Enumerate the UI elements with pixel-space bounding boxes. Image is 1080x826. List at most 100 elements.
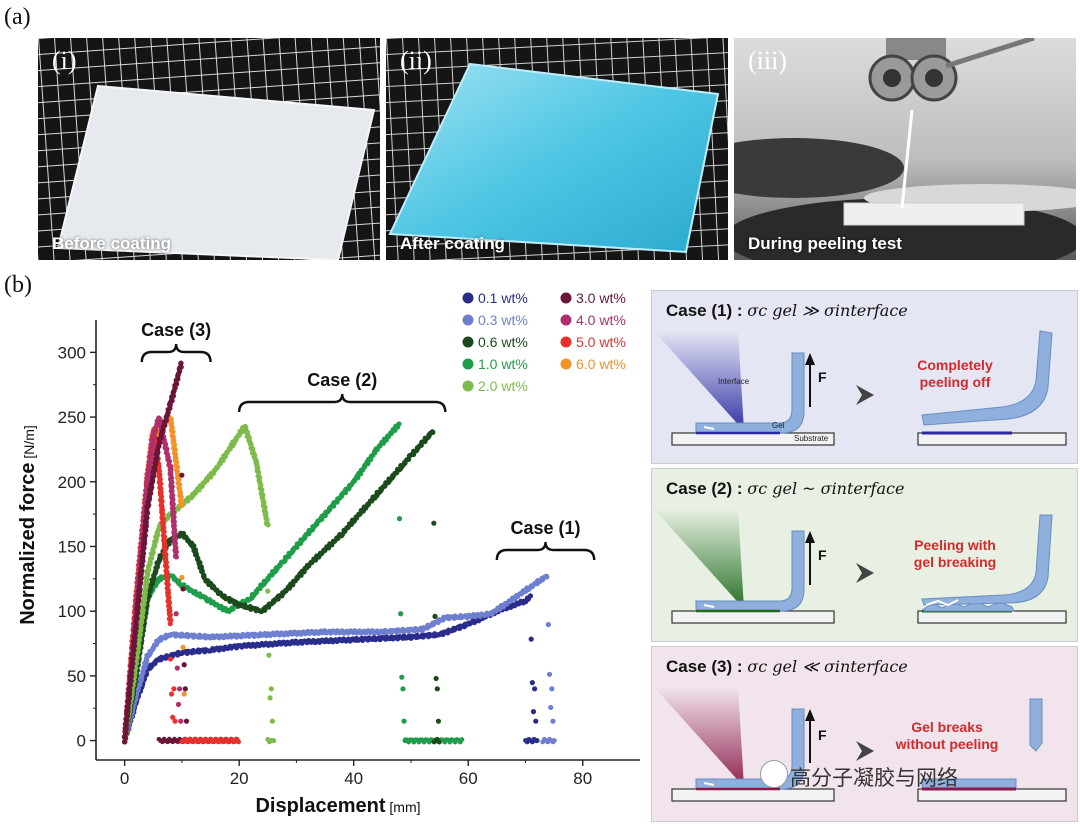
case-2-relation: σc gel ~ σinterface <box>747 479 905 498</box>
drop-point <box>435 718 442 724</box>
case-2-label: Case (2) : <box>666 479 743 498</box>
zero-point <box>459 737 465 742</box>
drop-point <box>396 516 403 522</box>
legend-marker <box>560 358 572 370</box>
drop-point <box>177 686 183 692</box>
gel-strip-left <box>695 352 805 434</box>
drop-point <box>179 472 185 478</box>
legend-marker <box>462 336 474 348</box>
drop-point <box>183 718 190 724</box>
data-point <box>544 574 550 580</box>
x-tick-label: 80 <box>573 769 592 788</box>
case-1-brace: Case (1) <box>495 518 596 561</box>
case-2-result-line-1: Peeling with <box>914 537 996 553</box>
drop-point <box>175 701 182 707</box>
case-3-result-line-2: without peeling <box>895 736 999 752</box>
drop-point <box>265 588 271 594</box>
photo-roman-iii: (iii) <box>748 46 787 75</box>
zero-run-2-0-wt- <box>265 736 274 745</box>
data-point <box>264 517 270 523</box>
y-tick-label: 150 <box>58 537 86 556</box>
legend-label: 0.6 wt% <box>478 334 528 350</box>
data-point <box>152 460 158 466</box>
gel-highlight <box>703 604 715 608</box>
y-tick-label: 250 <box>58 408 86 427</box>
data-point <box>171 519 177 525</box>
case-1-result-line-2: peeling off <box>919 374 991 390</box>
zero-run-5-0-wt- <box>179 736 241 745</box>
drop-point <box>529 680 535 686</box>
legend-label: 2.0 wt% <box>478 378 528 394</box>
case-3-result: Gel breaks without peeling <box>884 719 1010 753</box>
zero-run-0-3-wt- <box>540 736 556 745</box>
force-displacement-chart: 0 20 40 60 80 0 50 100 150 200 250 300 Displacement … <box>17 290 640 817</box>
legend-label: 5.0 wt% <box>576 334 626 350</box>
magnifier-cone <box>654 331 744 431</box>
data-point <box>396 421 402 427</box>
legend-marker <box>560 314 572 326</box>
peeled-gel <box>921 330 1053 426</box>
drop-point <box>266 652 272 658</box>
drop-point <box>180 644 186 651</box>
case-3-title: Case (3) : σc gel ≪ σinterface <box>666 657 908 677</box>
drop-point <box>180 586 186 592</box>
photo-peeling-test: (iii) During peeling test <box>734 38 1076 260</box>
legend-marker <box>462 358 474 370</box>
data-point <box>178 360 184 366</box>
force-label-2: F <box>818 547 827 563</box>
gel-highlight <box>703 782 715 786</box>
zero-point <box>236 739 241 745</box>
y-tick-label: 0 <box>77 732 86 751</box>
drop-point <box>533 718 539 724</box>
gel-strip-left <box>695 530 805 612</box>
photo-peeling-graphic <box>734 38 1076 260</box>
annotation-brace <box>495 541 596 561</box>
x-tick-label: 0 <box>120 769 129 788</box>
case-3-result-line-1: Gel breaks <box>911 719 983 735</box>
photo-caption-after: After coating <box>400 234 505 253</box>
case-1-box: Case (1) : σc gel ≫ σinterface Interface… <box>651 290 1078 464</box>
legend-marker <box>560 336 572 348</box>
drop-point <box>550 718 556 724</box>
drop-point <box>173 611 179 617</box>
drop-point <box>178 718 184 724</box>
y-tick-label: 200 <box>58 473 86 492</box>
legend-marker <box>462 380 474 392</box>
force-arrow-head <box>805 353 815 365</box>
x-tick-label: 60 <box>459 769 478 788</box>
zero-point <box>436 739 442 745</box>
interface-label: Interface <box>718 377 750 386</box>
data-point <box>178 502 184 508</box>
zero-run-0-6-wt- <box>431 736 442 745</box>
drop-point <box>182 686 188 692</box>
zero-run-0-1-wt- <box>523 736 539 745</box>
broken-gel-end <box>1029 698 1043 752</box>
drop-point <box>171 686 177 692</box>
drop-point <box>268 686 274 692</box>
drop-point <box>434 686 440 692</box>
case-1-title: Case (1) : σc gel ≫ σinterface <box>666 301 908 321</box>
series-3-0-wt- <box>121 360 191 745</box>
force-arrow-head <box>805 531 815 543</box>
data-point <box>430 429 436 435</box>
case-3-relation: σc gel ≪ σinterface <box>747 657 908 676</box>
drop-point <box>548 704 554 711</box>
series-2-0-wt- <box>122 423 277 745</box>
transition-arrow <box>856 741 874 761</box>
photo-roman-i: (i) <box>52 46 77 75</box>
photo-after-graphic <box>386 38 728 260</box>
drop-point <box>545 622 551 628</box>
photo-caption-peeling: During peeling test <box>748 234 902 253</box>
zero-point <box>533 738 539 743</box>
drop-point <box>549 686 555 692</box>
drop-point <box>174 665 180 671</box>
legend-label: 1.0 wt% <box>478 356 528 372</box>
zero-point <box>268 737 274 743</box>
substrate-right <box>917 432 1067 446</box>
drop-point <box>269 718 275 724</box>
drop-point <box>172 718 178 724</box>
data-point <box>173 554 179 560</box>
y-axis-label-text: Normalized force <box>17 463 39 625</box>
transition-arrow <box>856 563 874 583</box>
x-tick-label: 40 <box>344 769 363 788</box>
